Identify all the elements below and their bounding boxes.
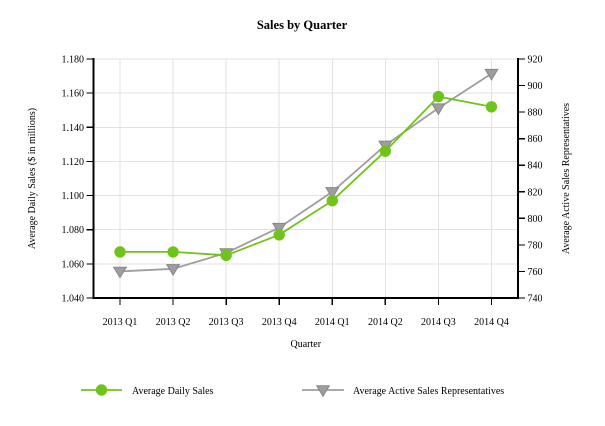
left-axis-tick-label: 1.060: [62, 259, 85, 270]
data-point-circle-average-daily-sales: [273, 229, 285, 241]
data-series: [112, 68, 499, 279]
x-axis-tick-label: 2013 Q4: [262, 317, 297, 328]
right-axis-tick-label: 800: [528, 214, 543, 225]
left-axis-tick-label: 1.180: [62, 55, 85, 66]
right-axis-title: Average Active Sales Representatives: [561, 103, 572, 254]
data-point-triangle-average-active-sales-representatives: [112, 266, 128, 279]
data-point-triangle-average-active-sales-representatives: [484, 68, 499, 81]
left-axis-tick-label: 1.160: [62, 89, 85, 100]
left-axis-tick-label: 1.120: [62, 157, 85, 168]
data-point-circle-average-daily-sales: [485, 101, 498, 113]
data-point-triangle-average-active-sales-representatives: [325, 187, 340, 200]
x-axis-tick-label: 2013 Q1: [103, 317, 138, 328]
data-point-circle-average-daily-sales: [379, 145, 392, 157]
right-axis-tick-label: 840: [528, 161, 543, 172]
x-axis-tick-label: 2014 Q4: [474, 317, 509, 328]
legend: Average Daily Sales Average Active Sales…: [81, 384, 504, 398]
data-point-triangle-average-active-sales-representatives: [431, 103, 446, 116]
legend-daily-sales-circle-icon: [95, 384, 108, 396]
legend-reps-triangle-icon: [315, 385, 331, 398]
chart-title: Sales by Quarter: [257, 18, 348, 32]
legend-reps-label: Average Active Sales Representatives: [353, 386, 504, 397]
x-axis-tick-label: 2013 Q3: [209, 317, 244, 328]
right-axis-tick-label: 860: [528, 134, 543, 145]
data-point-circle-average-daily-sales: [167, 246, 179, 258]
x-axis-tick-label: 2014 Q1: [315, 317, 350, 328]
data-point-circle-average-daily-sales: [326, 194, 338, 207]
x-axis-tick-label: 2014 Q3: [421, 317, 456, 328]
x-axis-tick-label: 2013 Q2: [156, 317, 191, 328]
right-axis-tick-label: 920: [528, 55, 543, 66]
left-axis-tick-label: 1.100: [62, 191, 85, 202]
gridlines: [93, 58, 518, 298]
data-point-triangle-average-active-sales-representatives: [272, 222, 287, 235]
right-axis-tick-label: 820: [528, 187, 543, 198]
series-line-average-active-sales-representatives: [119, 72, 492, 273]
left-axis-tick-label: 1.080: [62, 225, 85, 236]
data-point-circle-average-daily-sales: [432, 90, 445, 103]
series-line-average-daily-sales: [120, 95, 492, 257]
right-axis-tick-label: 900: [528, 81, 543, 92]
x-axis-title: Quarter: [291, 339, 322, 350]
right-axis-tick-label: 740: [528, 294, 543, 305]
legend-daily-sales-label: Average Daily Sales: [132, 386, 214, 397]
axes: 1.040 1.060 1.080 1.100 1.120 1.140 1.160 1.180…: [62, 55, 543, 329]
left-axis-tick-label: 1.140: [62, 123, 85, 134]
data-point-circle-average-daily-sales: [114, 246, 126, 258]
data-point-triangle-average-active-sales-representatives: [165, 264, 181, 277]
right-axis-tick-label: 880: [528, 108, 543, 119]
data-point-circle-average-daily-sales: [220, 249, 232, 262]
right-axis-tick-label: 780: [528, 240, 543, 251]
left-axis-title: Average Daily Sales ($ in millions): [27, 108, 38, 249]
x-axis-tick-label: 2014 Q2: [368, 317, 403, 328]
left-axis-tick-label: 1.040: [62, 294, 85, 305]
right-axis-tick-label: 760: [528, 267, 543, 278]
